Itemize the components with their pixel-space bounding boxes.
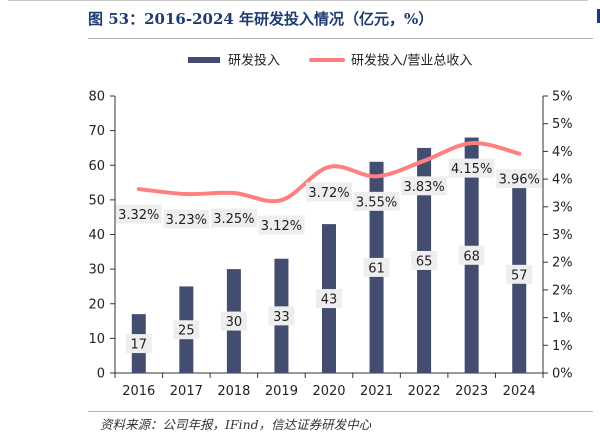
- legend-swatch-bar: [188, 57, 220, 63]
- bar-value-label-bg: [316, 289, 342, 309]
- ratio-line: [136, 141, 522, 204]
- bar-value-label-bg: [411, 250, 438, 270]
- y-right-tick-label: 4%: [552, 173, 573, 188]
- bottom-divider: [88, 411, 593, 412]
- bar-value-label: 61: [368, 261, 385, 276]
- legend-label-bar: 研发投入: [228, 53, 280, 69]
- bar-value-label: 33: [273, 310, 290, 325]
- y-right-tick-label: 1%: [552, 311, 573, 326]
- line-value-label: 3.72%: [308, 186, 349, 201]
- legend-label-line: 研发投入/营业总收入: [351, 53, 472, 69]
- y-left-tick-label: 0: [97, 367, 105, 382]
- bar-value-label-bg: [268, 306, 295, 326]
- x-tick-label: 2021: [360, 384, 393, 399]
- x-tick-label: 2024: [503, 384, 536, 399]
- line-value-label: 3.12%: [261, 219, 302, 234]
- line-value-label-bg: [401, 176, 448, 196]
- x-tick-label: 2018: [217, 384, 250, 399]
- bar-value-label: 43: [321, 293, 338, 308]
- y-left-tick-label: 60: [88, 159, 105, 174]
- y-right-tick-label: 5%: [552, 90, 573, 105]
- bar-value-label: 57: [511, 268, 528, 283]
- bar-value-label-bg: [173, 320, 200, 340]
- y-left-tick-label: 80: [88, 90, 105, 105]
- y-right-tick-label: 5%: [552, 117, 573, 132]
- bar-value-label: 25: [178, 324, 195, 339]
- y-right-tick-label: 3%: [552, 200, 573, 215]
- y-left-tick-label: 20: [88, 297, 105, 312]
- y-left-tick-label: 50: [88, 193, 105, 208]
- line-value-label-bg: [496, 169, 543, 189]
- y-right-tick-label: 2%: [552, 256, 573, 271]
- line-value-label-bg: [115, 204, 162, 224]
- line-value-label-bg: [353, 191, 400, 211]
- x-tick-label: 2020: [312, 384, 345, 399]
- y-right-tick-label: 4%: [552, 145, 573, 160]
- y-left-tick-label: 10: [88, 332, 105, 347]
- y-left-tick-label: 30: [88, 263, 105, 278]
- y-left-tick-label: 40: [88, 228, 105, 243]
- bar-value-label: 65: [416, 254, 433, 269]
- source-note: 资料来源：公司年报，IFind，信达证券研发中心: [100, 417, 372, 432]
- line-value-label-bg: [258, 215, 305, 235]
- line-value-label: 3.32%: [118, 208, 159, 223]
- x-tick-label: 2016: [122, 384, 155, 399]
- y-right-tick-label: 3%: [552, 228, 573, 243]
- x-tick-label: 2022: [408, 384, 441, 399]
- x-tick-label: 2019: [265, 384, 298, 399]
- bar-value-label-bg: [458, 245, 485, 265]
- line-value-label-bg: [448, 158, 495, 178]
- line-value-label-bg: [306, 182, 352, 202]
- line-value-label: 3.23%: [166, 213, 207, 228]
- line-value-label: 4.15%: [451, 162, 492, 177]
- y-left-tick-label: 70: [88, 124, 105, 139]
- line-value-label-bg: [210, 208, 257, 228]
- bar-value-label-bg: [506, 264, 533, 284]
- line-value-label: 3.55%: [356, 195, 397, 210]
- line-value-label: 3.96%: [499, 173, 540, 188]
- bar-value-label-bg: [363, 257, 390, 277]
- line-value-label: 3.83%: [403, 180, 444, 195]
- figure-title: 图 53：2016-2024 年研发投入情况（亿元，%）: [88, 10, 434, 28]
- line-value-label: 3.25%: [213, 212, 254, 227]
- top-rule: [8, 0, 588, 1]
- x-tick-label: 2023: [455, 384, 488, 399]
- bar-value-label-bg: [125, 334, 152, 354]
- y-right-tick-label: 1%: [552, 339, 573, 354]
- line-value-label-bg: [163, 209, 210, 229]
- bar-value-label-bg: [220, 311, 247, 331]
- x-tick-label: 2017: [170, 384, 203, 399]
- y-right-tick-label: 2%: [552, 283, 573, 298]
- y-right-tick-label: 0%: [552, 367, 573, 382]
- title-divider: [88, 38, 593, 39]
- bar-value-label: 68: [463, 249, 480, 264]
- bar-value-label: 17: [131, 338, 148, 353]
- edge-mark: [597, 9, 600, 23]
- bar-value-label: 30: [226, 315, 243, 330]
